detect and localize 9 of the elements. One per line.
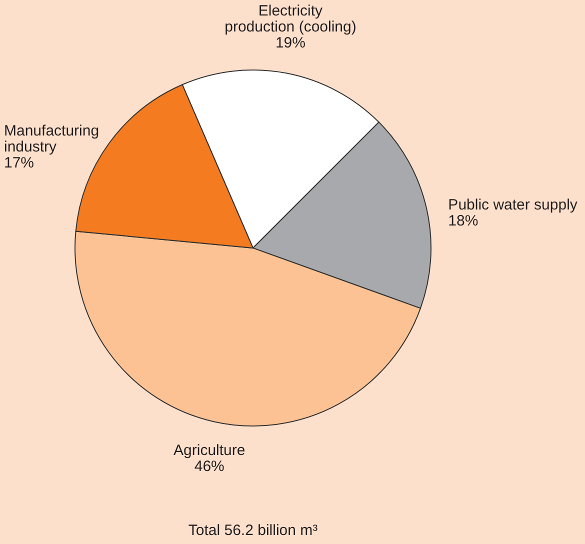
slice-label: Public water supply xyxy=(448,196,578,214)
text: Total 56.2 billion m³ xyxy=(188,522,318,539)
slice-label: Agriculture xyxy=(174,442,246,460)
data-label: 46% xyxy=(194,458,224,476)
data-label: 19% xyxy=(275,34,306,52)
slice-label: Manufacturing industry xyxy=(4,122,100,156)
slice-label: Electricity production (cooling) xyxy=(224,2,356,36)
data-label: 17% xyxy=(4,154,34,172)
data-label: 18% xyxy=(448,212,478,230)
